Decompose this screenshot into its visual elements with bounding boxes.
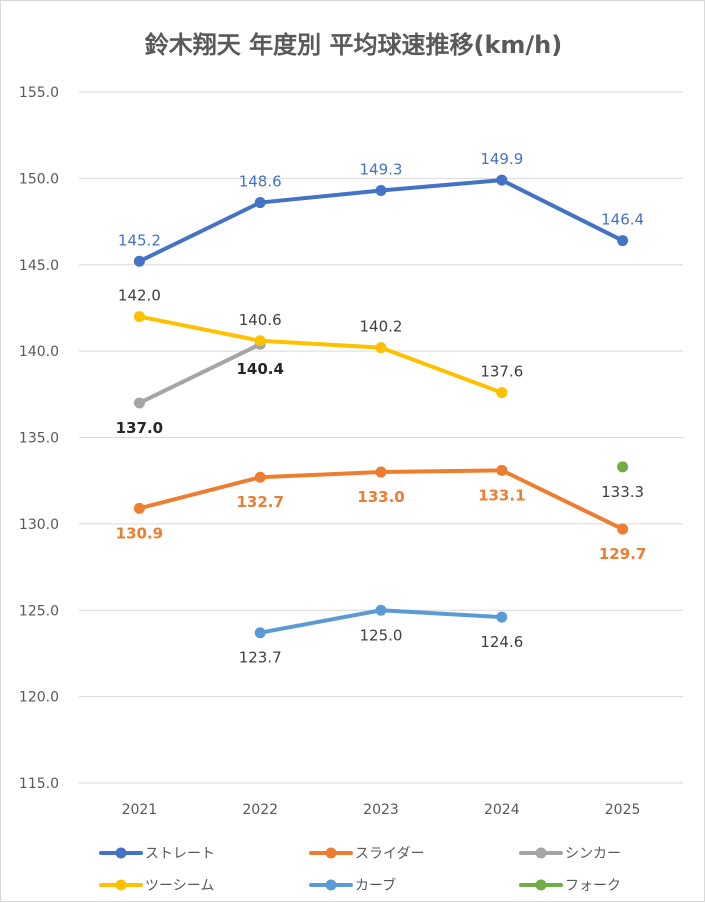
legend-label: ストレート — [145, 846, 215, 862]
y-tick-label: 115.0 — [19, 776, 59, 792]
data-label: 129.7 — [599, 545, 646, 563]
y-tick-label: 130.0 — [19, 517, 59, 533]
data-point — [496, 174, 508, 186]
data-point — [617, 235, 629, 247]
data-label: 133.3 — [601, 483, 644, 501]
data-point — [254, 471, 266, 483]
data-point — [254, 627, 266, 639]
data-point — [254, 335, 266, 347]
data-point — [133, 255, 145, 267]
data-label: 123.7 — [239, 649, 282, 667]
data-point — [375, 604, 387, 616]
x-tick-label: 2021 — [122, 802, 158, 818]
data-point — [496, 387, 508, 399]
legend-label: カーブ — [355, 877, 396, 894]
data-label: 140.2 — [360, 318, 403, 336]
chart-title: 鈴木翔天 年度別 平均球速推移(km/h) — [144, 31, 563, 59]
data-point — [375, 184, 387, 196]
data-label: 124.6 — [480, 633, 523, 651]
data-point — [133, 397, 145, 409]
legend-swatch-marker — [535, 847, 547, 859]
data-point — [617, 523, 629, 535]
series-line — [137, 342, 263, 405]
y-tick-label: 145.0 — [19, 258, 59, 274]
data-label: 145.2 — [118, 231, 161, 249]
legend-swatch-marker — [325, 879, 337, 891]
data-point — [254, 197, 266, 209]
legend-swatch-marker — [535, 879, 547, 891]
x-tick-label: 2025 — [605, 802, 641, 818]
y-tick-label: 155.0 — [19, 85, 59, 101]
data-point — [133, 311, 145, 323]
legend-swatch-marker — [115, 847, 127, 859]
y-tick-label: 125.0 — [19, 603, 59, 619]
data-label: 140.4 — [236, 360, 283, 378]
legend-label: スライダー — [355, 846, 424, 862]
y-tick-label: 150.0 — [19, 171, 59, 187]
legend-label: ツーシーム — [145, 878, 214, 894]
legend-swatch-marker — [115, 879, 127, 891]
data-point — [496, 611, 508, 623]
data-label: 149.3 — [360, 160, 403, 178]
data-label: 137.0 — [116, 419, 163, 437]
y-tick-label: 120.0 — [19, 690, 59, 706]
data-point — [375, 466, 387, 478]
x-tick-label: 2024 — [484, 802, 520, 818]
data-label: 133.1 — [478, 486, 525, 504]
data-label: 148.6 — [239, 173, 282, 191]
data-label: 137.6 — [480, 363, 523, 381]
legend-swatch-marker — [325, 847, 337, 859]
legend-label: シンカー — [565, 846, 621, 862]
data-label: 125.0 — [360, 626, 403, 644]
x-tick-label: 2023 — [363, 802, 399, 818]
series-line — [137, 314, 504, 395]
data-label: 140.6 — [239, 311, 282, 329]
data-point — [496, 464, 508, 476]
data-label: 130.9 — [116, 524, 163, 542]
x-tick-label: 2022 — [242, 802, 278, 818]
data-point — [133, 502, 145, 514]
y-tick-label: 135.0 — [19, 431, 59, 447]
data-label: 132.7 — [236, 493, 283, 511]
data-point — [617, 461, 629, 473]
data-label: 142.0 — [118, 287, 161, 305]
data-label: 149.9 — [480, 150, 523, 168]
y-tick-label: 140.0 — [19, 344, 59, 360]
data-point — [375, 342, 387, 354]
legend-label: フォーク — [565, 878, 621, 894]
data-label: 133.0 — [357, 488, 404, 506]
data-label: 146.4 — [601, 211, 644, 229]
